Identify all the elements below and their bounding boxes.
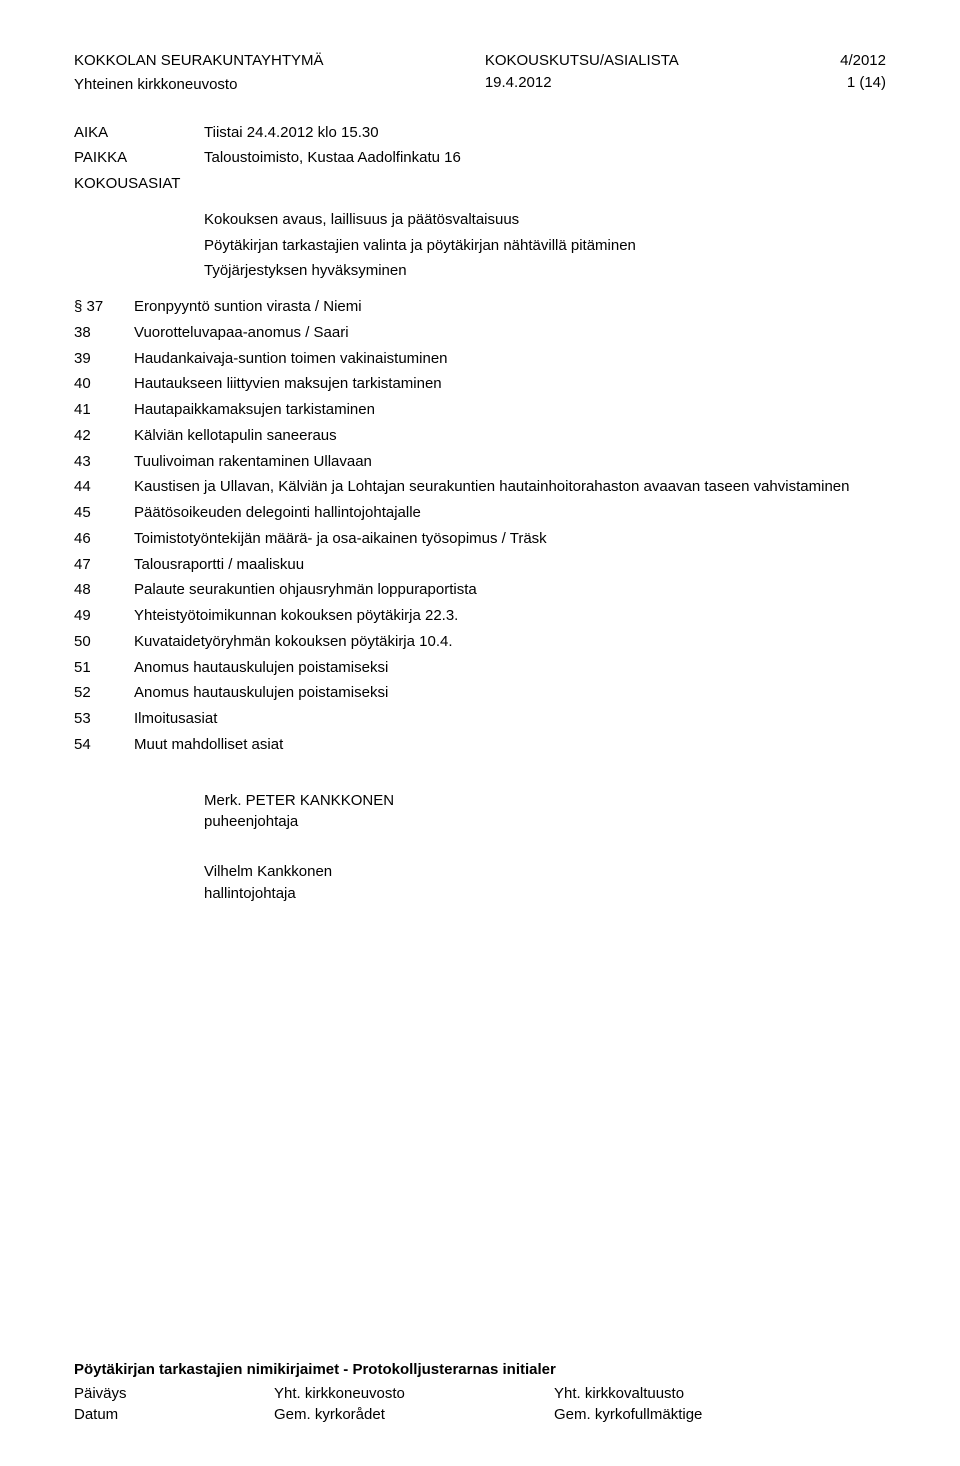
header-left: KOKKOLAN SEURAKUNTAYHTYMÄ Yhteinen kirkk… [74, 50, 324, 96]
agenda-num: 49 [74, 605, 134, 627]
agenda-item: 40Hautaukseen liittyvien maksujen tarkis… [74, 373, 886, 395]
agenda-text: Yhteistyötoimikunnan kokouksen pöytäkirj… [134, 605, 886, 627]
agenda-text: Ilmoitusasiat [134, 708, 886, 730]
agenda-text: Tuulivoiman rakentaminen Ullavaan [134, 451, 886, 473]
header-mid: KOKOUSKUTSU/ASIALISTA 19.4.2012 [485, 50, 679, 96]
paikka-value: Taloustoimisto, Kustaa Aadolfinkatu 16 [204, 147, 461, 169]
agenda-num: § 37 [74, 296, 134, 318]
intro-line: Kokouksen avaus, laillisuus ja päätösval… [204, 209, 886, 231]
agenda-text: Hautaukseen liittyvien maksujen tarkista… [134, 373, 886, 395]
agenda-item: 42Kälviän kellotapulin saneeraus [74, 425, 886, 447]
agenda-text: Muut mahdolliset asiat [134, 734, 886, 756]
agenda-item: 46Toimistotyöntekijän määrä- ja osa-aika… [74, 528, 886, 550]
org-line2: Yhteinen kirkkoneuvosto [74, 74, 324, 96]
org-line1: KOKKOLAN SEURAKUNTAYHTYMÄ [74, 50, 324, 72]
kokousasiat-label: KOKOUSASIAT [74, 173, 204, 195]
page-num: 1 (14) [840, 72, 886, 94]
agenda-num: 44 [74, 476, 134, 498]
agenda-text: Palaute seurakuntien ohjausryhmän loppur… [134, 579, 886, 601]
agenda-num: 51 [74, 657, 134, 679]
agenda-item: 48Palaute seurakuntien ohjausryhmän lopp… [74, 579, 886, 601]
agenda-item: 39Haudankaivaja-suntion toimen vakinaist… [74, 348, 886, 370]
footer-c3: Gem. kyrkofullmäktige [554, 1404, 834, 1426]
chair-title: puheenjohtaja [204, 811, 886, 833]
merk-line: Merk. PETER KANKKONEN [204, 790, 886, 812]
intro-line: Pöytäkirjan tarkastajien valinta ja pöyt… [204, 235, 886, 257]
admin-sign: Vilhelm Kankkonen hallintojohtaja [204, 861, 886, 905]
meta-aika: AIKA Tiistai 24.4.2012 klo 15.30 [74, 122, 886, 144]
admin-name: Vilhelm Kankkonen [204, 861, 886, 883]
agenda-item: 38Vuorotteluvapaa-anomus / Saari [74, 322, 886, 344]
agenda-item: 44Kaustisen ja Ullavan, Kälviän ja Lohta… [74, 476, 886, 498]
agenda-item: 45Päätösoikeuden delegointi hallintojoht… [74, 502, 886, 524]
agenda-num: 52 [74, 682, 134, 704]
agenda-num: 47 [74, 554, 134, 576]
agenda-text: Kaustisen ja Ullavan, Kälviän ja Lohtaja… [134, 476, 886, 498]
doc-num: 4/2012 [840, 50, 886, 72]
agenda-num: 41 [74, 399, 134, 421]
agenda-num: 40 [74, 373, 134, 395]
footer-row-2: Datum Gem. kyrkorådet Gem. kyrkofullmäkt… [74, 1404, 886, 1426]
agenda-num: 42 [74, 425, 134, 447]
agenda-item: § 37Eronpyyntö suntion virasta / Niemi [74, 296, 886, 318]
agenda-item: 52Anomus hautauskulujen poistamiseksi [74, 682, 886, 704]
meta-kokousasiat: KOKOUSASIAT [74, 173, 886, 195]
footer-row-1: Päiväys Yht. kirkkoneuvosto Yht. kirkkov… [74, 1383, 886, 1405]
agenda-item: 50Kuvataidetyöryhmän kokouksen pöytäkirj… [74, 631, 886, 653]
agenda-text: Vuorotteluvapaa-anomus / Saari [134, 322, 886, 344]
sign-block: Merk. PETER KANKKONEN puheenjohtaja Vilh… [204, 790, 886, 905]
footer-c1: Datum [74, 1404, 274, 1426]
agenda-item: 53Ilmoitusasiat [74, 708, 886, 730]
agenda-text: Hautapaikkamaksujen tarkistaminen [134, 399, 886, 421]
intro-line: Työjärjestyksen hyväksyminen [204, 260, 886, 282]
admin-title: hallintojohtaja [204, 883, 886, 905]
page: KOKKOLAN SEURAKUNTAYHTYMÄ Yhteinen kirkk… [0, 0, 960, 1466]
agenda-num: 48 [74, 579, 134, 601]
agenda-num: 46 [74, 528, 134, 550]
intro-block: Kokouksen avaus, laillisuus ja päätösval… [204, 209, 886, 282]
footer-c2: Gem. kyrkorådet [274, 1404, 554, 1426]
paikka-label: PAIKKA [74, 147, 204, 169]
agenda-num: 39 [74, 348, 134, 370]
agenda-item: 47Talousraportti / maaliskuu [74, 554, 886, 576]
aika-label: AIKA [74, 122, 204, 144]
agenda-num: 50 [74, 631, 134, 653]
agenda-item: 51Anomus hautauskulujen poistamiseksi [74, 657, 886, 679]
agenda-text: Päätösoikeuden delegointi hallintojohtaj… [134, 502, 886, 524]
doc-type: KOKOUSKUTSU/ASIALISTA [485, 50, 679, 72]
agenda-text: Talousraportti / maaliskuu [134, 554, 886, 576]
aika-value: Tiistai 24.4.2012 klo 15.30 [204, 122, 379, 144]
footer-c1: Päiväys [74, 1383, 274, 1405]
agenda-item: 49Yhteistyötoimikunnan kokouksen pöytäki… [74, 605, 886, 627]
header: KOKKOLAN SEURAKUNTAYHTYMÄ Yhteinen kirkk… [74, 50, 886, 96]
header-right: 4/2012 1 (14) [840, 50, 886, 96]
agenda-text: Toimistotyöntekijän määrä- ja osa-aikain… [134, 528, 886, 550]
agenda-item: 43Tuulivoiman rakentaminen Ullavaan [74, 451, 886, 473]
footer-c2: Yht. kirkkoneuvosto [274, 1383, 554, 1405]
agenda-text: Kälviän kellotapulin saneeraus [134, 425, 886, 447]
agenda-text: Haudankaivaja-suntion toimen vakinaistum… [134, 348, 886, 370]
footer-title: Pöytäkirjan tarkastajien nimikirjaimet -… [74, 1359, 886, 1381]
doc-date: 19.4.2012 [485, 72, 679, 94]
agenda-text: Anomus hautauskulujen poistamiseksi [134, 657, 886, 679]
agenda-list: § 37Eronpyyntö suntion virasta / Niemi 3… [74, 296, 886, 756]
meta-block: AIKA Tiistai 24.4.2012 klo 15.30 PAIKKA … [74, 122, 886, 195]
agenda-item: 41Hautapaikkamaksujen tarkistaminen [74, 399, 886, 421]
agenda-num: 38 [74, 322, 134, 344]
agenda-num: 43 [74, 451, 134, 473]
agenda-num: 54 [74, 734, 134, 756]
meta-paikka: PAIKKA Taloustoimisto, Kustaa Aadolfinka… [74, 147, 886, 169]
agenda-num: 45 [74, 502, 134, 524]
agenda-num: 53 [74, 708, 134, 730]
agenda-text: Anomus hautauskulujen poistamiseksi [134, 682, 886, 704]
footer: Pöytäkirjan tarkastajien nimikirjaimet -… [74, 1359, 886, 1426]
footer-c3: Yht. kirkkovaltuusto [554, 1383, 834, 1405]
agenda-text: Kuvataidetyöryhmän kokouksen pöytäkirja … [134, 631, 886, 653]
agenda-item: 54Muut mahdolliset asiat [74, 734, 886, 756]
chair-sign: Merk. PETER KANKKONEN puheenjohtaja [204, 790, 886, 834]
agenda-text: Eronpyyntö suntion virasta / Niemi [134, 296, 886, 318]
